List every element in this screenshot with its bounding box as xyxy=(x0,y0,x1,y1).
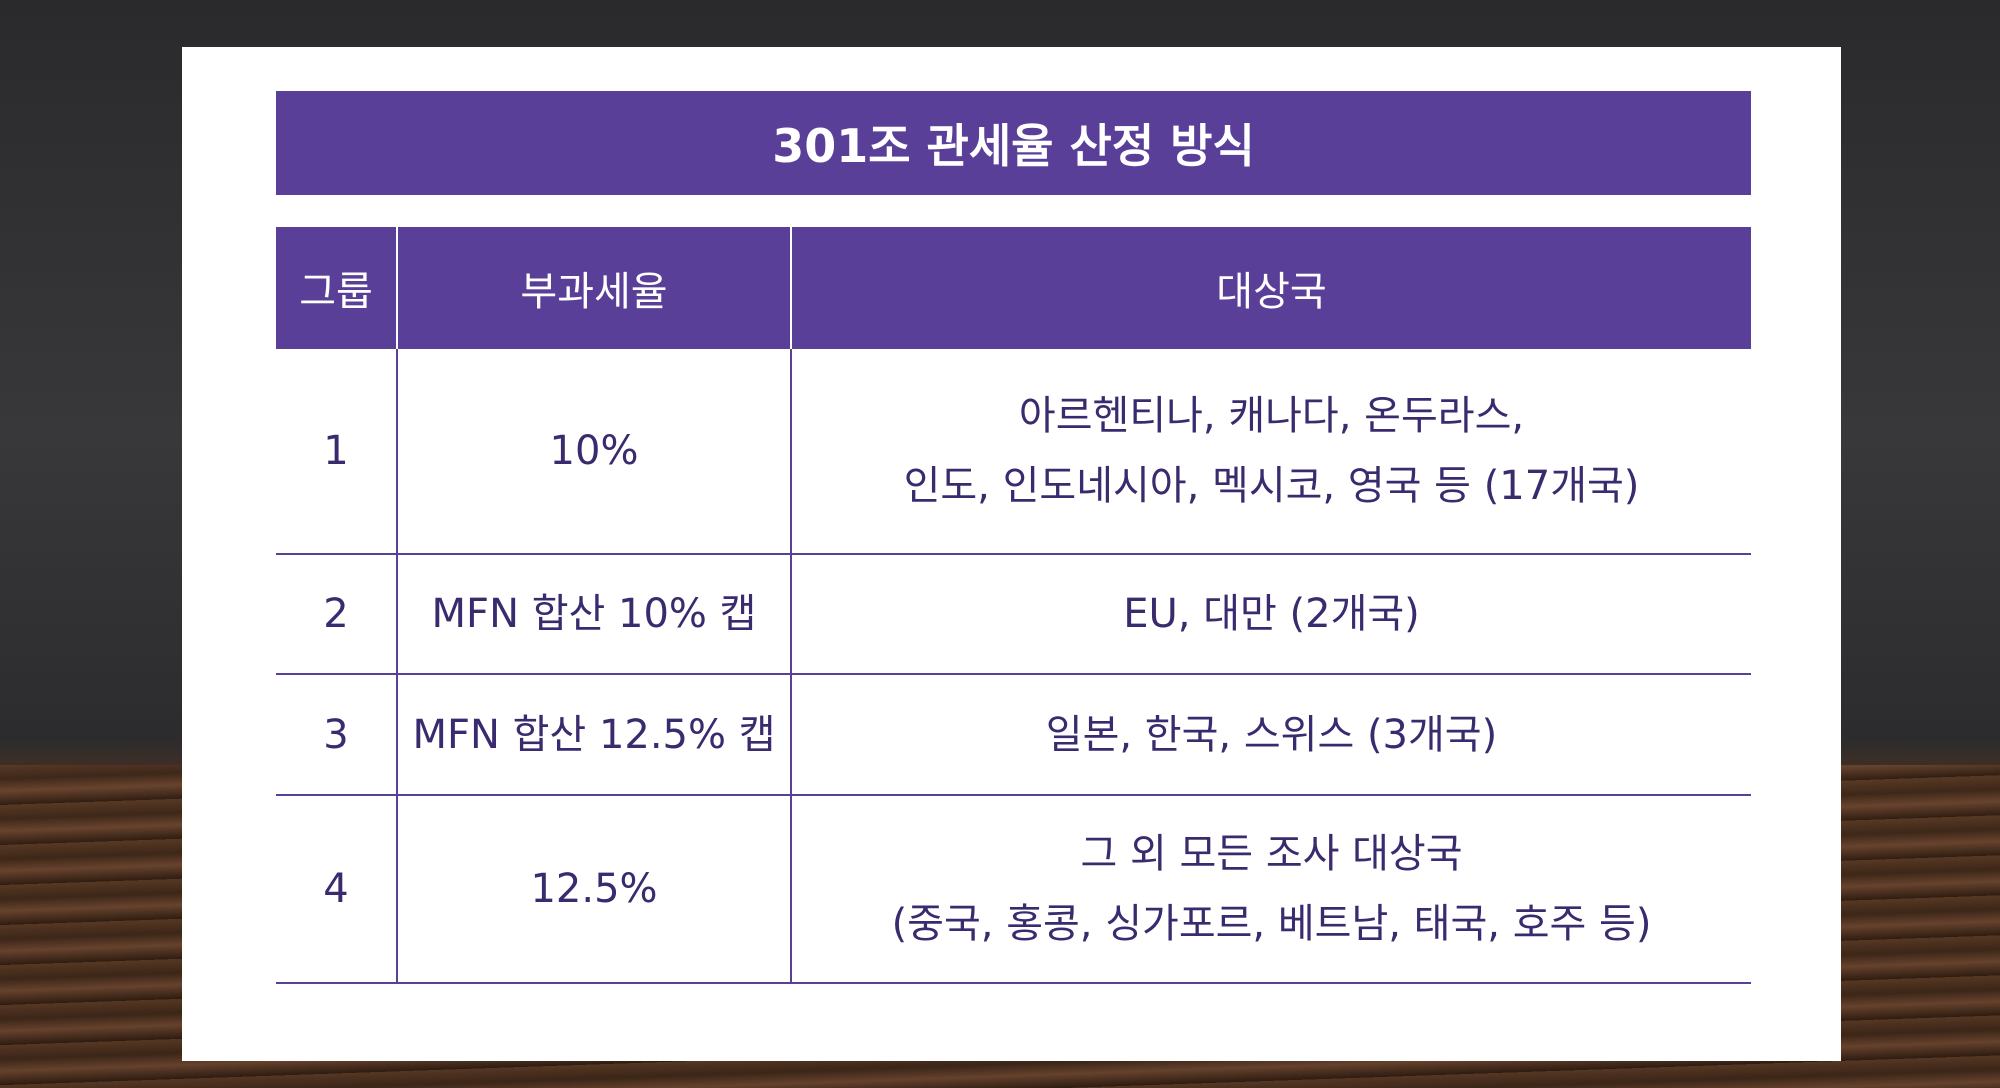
table-body: 1 10% 아르헨티나, 캐나다, 온두라스, 인도, 인도네시아, 멕시코, 영국 … xyxy=(276,349,1751,984)
table-cell: 아르헨티나, 캐나다, 온두라스, 인도, 인도네시아, 멕시코, 영국 등 (1… xyxy=(790,349,1751,555)
table-cell: 2 xyxy=(276,554,397,675)
table-cell: 10% xyxy=(396,349,791,555)
table-cell: 그 외 모든 조사 대상국 (중국, 홍콩, 싱가포르, 베트남, 태국, 호주 … xyxy=(790,795,1751,984)
table-cell: MFN 합산 10% 캡 xyxy=(396,554,791,675)
cell-line: 아르헨티나, 캐나다, 온두라스, xyxy=(1018,393,1525,439)
header-cell: 대상국 xyxy=(790,227,1751,349)
tariff-table: 그룹 부과세율 대상국 1 10% 아르헨티나, 캐나다, 온두라스, 인도, 인도네… xyxy=(276,227,1751,984)
header-cell: 부과세율 xyxy=(396,227,791,349)
table-cell: 3 xyxy=(276,674,397,796)
table-cell: MFN 합산 12.5% 캡 xyxy=(396,674,791,796)
table-cell: 1 xyxy=(276,349,397,555)
cell-line: EU, 대만 (2개국) xyxy=(1123,591,1420,637)
table-row: 3 MFN 합산 12.5% 캡 일본, 한국, 스위스 (3개국) xyxy=(276,674,1751,796)
cell-line: 그 외 모든 조사 대상국 xyxy=(1080,831,1463,877)
table-title: 301조 관세율 산정 방식 xyxy=(276,91,1751,195)
table-cell: EU, 대만 (2개국) xyxy=(790,554,1751,675)
table-row: 2 MFN 합산 10% 캡 EU, 대만 (2개국) xyxy=(276,554,1751,675)
header-row: 그룹 부과세율 대상국 xyxy=(276,227,1751,349)
table-row: 1 10% 아르헨티나, 캐나다, 온두라스, 인도, 인도네시아, 멕시코, 영국 … xyxy=(276,349,1751,555)
table-cell: 12.5% xyxy=(396,795,791,984)
cell-line: (중국, 홍콩, 싱가포르, 베트남, 태국, 호주 등) xyxy=(891,901,1652,947)
table-cell: 일본, 한국, 스위스 (3개국) xyxy=(790,674,1751,796)
table-row: 4 12.5% 그 외 모든 조사 대상국 (중국, 홍콩, 싱가포르, 베트남, 태… xyxy=(276,795,1751,984)
header-cell: 그룹 xyxy=(276,227,397,349)
cell-line: 일본, 한국, 스위스 (3개국) xyxy=(1045,711,1498,758)
table-cell: 4 xyxy=(276,795,397,984)
cell-line: 인도, 인도네시아, 멕시코, 영국 등 (17개국) xyxy=(903,463,1640,509)
